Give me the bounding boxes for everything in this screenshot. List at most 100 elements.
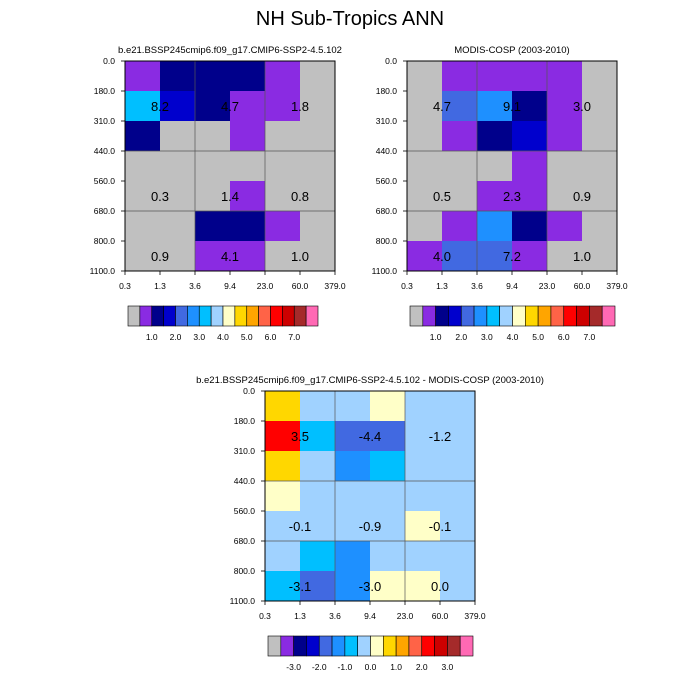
- heatmap-cell: [440, 421, 476, 452]
- colorbar-swatch: [576, 305, 590, 327]
- colorbar-swatch: [383, 635, 397, 657]
- heatmap-cell: [195, 241, 231, 272]
- x-tick-label: 379.0: [606, 281, 628, 291]
- data-label: 0.5: [433, 189, 451, 204]
- colorbar-label: -1.0: [338, 662, 353, 672]
- x-tick-label: 379.0: [464, 611, 486, 621]
- heatmap-cell: [440, 391, 476, 422]
- heatmap-cell: [442, 61, 478, 92]
- colorbar-swatch: [473, 305, 488, 327]
- data-label: 7.2: [503, 249, 521, 264]
- heatmap-cell: [125, 181, 161, 212]
- y-tick-label: 310.0: [94, 116, 116, 126]
- heatmap-cell: [442, 211, 478, 242]
- data-label: 2.3: [503, 189, 521, 204]
- heatmap-cell: [300, 151, 336, 182]
- colorbar-swatch: [409, 305, 424, 327]
- y-tick-label: 1100.0: [372, 266, 398, 276]
- colorbar-label: 7.0: [583, 332, 595, 342]
- x-tick-label: 3.6: [329, 611, 341, 621]
- data-label: 1.0: [291, 249, 309, 264]
- x-tick-label: 1.3: [294, 611, 306, 621]
- heatmap-cell: [582, 91, 618, 122]
- heatmap-cell: [265, 511, 301, 542]
- heatmap-cell: [405, 481, 441, 512]
- y-tick-label: 180.0: [234, 416, 256, 426]
- y-tick-label: 310.0: [376, 116, 398, 126]
- data-label: 4.0: [433, 249, 451, 264]
- colorbar: 1.0 2.0 3.0 4.0 5.0 6.0 7.0: [127, 305, 319, 342]
- heatmap-cell: [407, 151, 443, 182]
- heatmap-cell: [442, 241, 478, 272]
- y-tick-label: 180.0: [376, 86, 398, 96]
- colorbar-label: 6.0: [265, 332, 277, 342]
- x-tick-label: 0.3: [259, 611, 271, 621]
- colorbar-swatch: [306, 635, 320, 657]
- heatmap-cell: [265, 481, 301, 512]
- data-label: 4.7: [221, 99, 239, 114]
- heatmap-cell: [477, 151, 513, 182]
- heatmap-cell: [195, 211, 231, 242]
- y-tick-label: 310.0: [234, 446, 256, 456]
- heatmap-cell: [477, 211, 513, 242]
- data-label: 4.1: [221, 249, 239, 264]
- heatmap-cell: [230, 91, 266, 122]
- colorbar-swatch: [435, 305, 449, 327]
- data-label: -3.1: [289, 579, 311, 594]
- x-tick-label: 1.3: [154, 281, 166, 291]
- colorbar-label: -3.0: [286, 662, 301, 672]
- heatmap-cell: [512, 61, 548, 92]
- data-label: -0.9: [359, 519, 381, 534]
- colorbar-swatch: [601, 305, 616, 327]
- heatmap-cell: [407, 211, 443, 242]
- y-tick-label: 1100.0: [90, 266, 116, 276]
- data-label: 8.2: [151, 99, 169, 114]
- x-tick-label: 379.0: [324, 281, 346, 291]
- y-tick-label: 800.0: [234, 566, 256, 576]
- colorbar-swatch: [563, 305, 577, 327]
- data-label: 4.7: [433, 99, 451, 114]
- colorbar-swatch: [210, 305, 224, 327]
- colorbar-label: -2.0: [312, 662, 327, 672]
- heatmap-cell: [477, 181, 513, 212]
- y-tick-label: 560.0: [94, 176, 116, 186]
- heatmap-cell: [582, 211, 618, 242]
- data-label: -0.1: [429, 519, 451, 534]
- panel-title: b.e21.BSSP245cmip6.f09_g17.CMIP6-SSP2-4.…: [118, 45, 342, 56]
- colorbar-label: 5.0: [241, 332, 253, 342]
- heatmap-cell: [582, 121, 618, 152]
- heatmap-panel: MODIS-COSP (2003-2010) 0.0 180.0 310.0 440.0…: [372, 45, 628, 291]
- heatmap-cell: [512, 181, 548, 212]
- heatmap-cell: [442, 181, 478, 212]
- colorbar-label: 1.0: [430, 332, 442, 342]
- heatmap-cell: [195, 61, 231, 92]
- heatmap-cell: [230, 61, 266, 92]
- heatmap-cell: [547, 61, 583, 92]
- heatmap-cell: [265, 391, 301, 422]
- panel-title: MODIS-COSP (2003-2010): [454, 45, 569, 56]
- heatmap-cell: [300, 241, 336, 272]
- heatmap-cell: [265, 451, 301, 482]
- heatmap-cell: [160, 121, 196, 152]
- x-tick-label: 23.0: [539, 281, 556, 291]
- heatmap-cell: [125, 241, 161, 272]
- heatmap-cell: [335, 421, 371, 452]
- heatmap-cell: [407, 61, 443, 92]
- heatmap-cell: [335, 511, 371, 542]
- colorbar-swatch: [589, 305, 603, 327]
- x-tick-label: 3.6: [471, 281, 483, 291]
- heatmap-cell: [230, 151, 266, 182]
- x-tick-label: 9.4: [364, 611, 376, 621]
- heatmap-cell: [335, 481, 371, 512]
- colorbar-swatch: [318, 635, 333, 657]
- y-tick-label: 0.0: [243, 386, 255, 396]
- colorbar-swatch: [434, 635, 448, 657]
- colorbar-swatch: [447, 635, 461, 657]
- heatmap-cell: [405, 421, 441, 452]
- heatmap-cell: [195, 151, 231, 182]
- colorbar-label: 3.0: [193, 332, 205, 342]
- heatmap-cell: [405, 541, 441, 572]
- colorbar-swatch: [537, 305, 552, 327]
- colorbar-swatch: [512, 305, 526, 327]
